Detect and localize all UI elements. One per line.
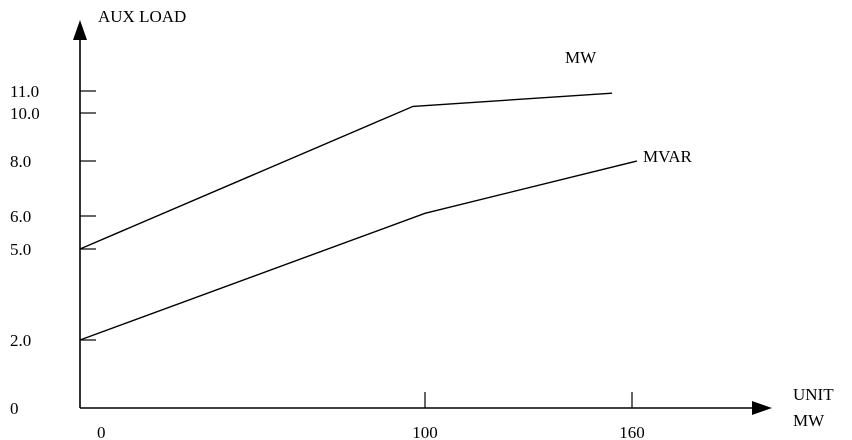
y-tick-label: 6.0 xyxy=(10,207,31,226)
y-tick-label: 11.0 xyxy=(10,82,39,101)
y-tick-label: 8.0 xyxy=(10,152,31,171)
x-tick-label: 160 xyxy=(619,423,645,440)
y-tick-label: 0 xyxy=(10,399,19,418)
y-tick-label: 5.0 xyxy=(10,240,31,259)
series-label-mvar: MVAR xyxy=(643,147,692,166)
x-axis-label-line-1: UNIT xyxy=(793,385,834,404)
series-line-mvar xyxy=(79,160,638,341)
y-tick-label: 10.0 xyxy=(10,104,40,123)
x-axis-label-line-2: MW xyxy=(793,411,825,430)
y-tick-label: 2.0 xyxy=(10,331,31,350)
series-line-mw xyxy=(79,92,613,250)
x-tick-label: 100 xyxy=(412,423,438,440)
y-axis-arrow xyxy=(73,20,87,40)
x-axis-arrow xyxy=(752,401,772,415)
x-tick-label: 0 xyxy=(97,423,106,440)
y-axis-label: AUX LOAD xyxy=(98,7,186,26)
series-label-mw: MW xyxy=(565,48,597,67)
